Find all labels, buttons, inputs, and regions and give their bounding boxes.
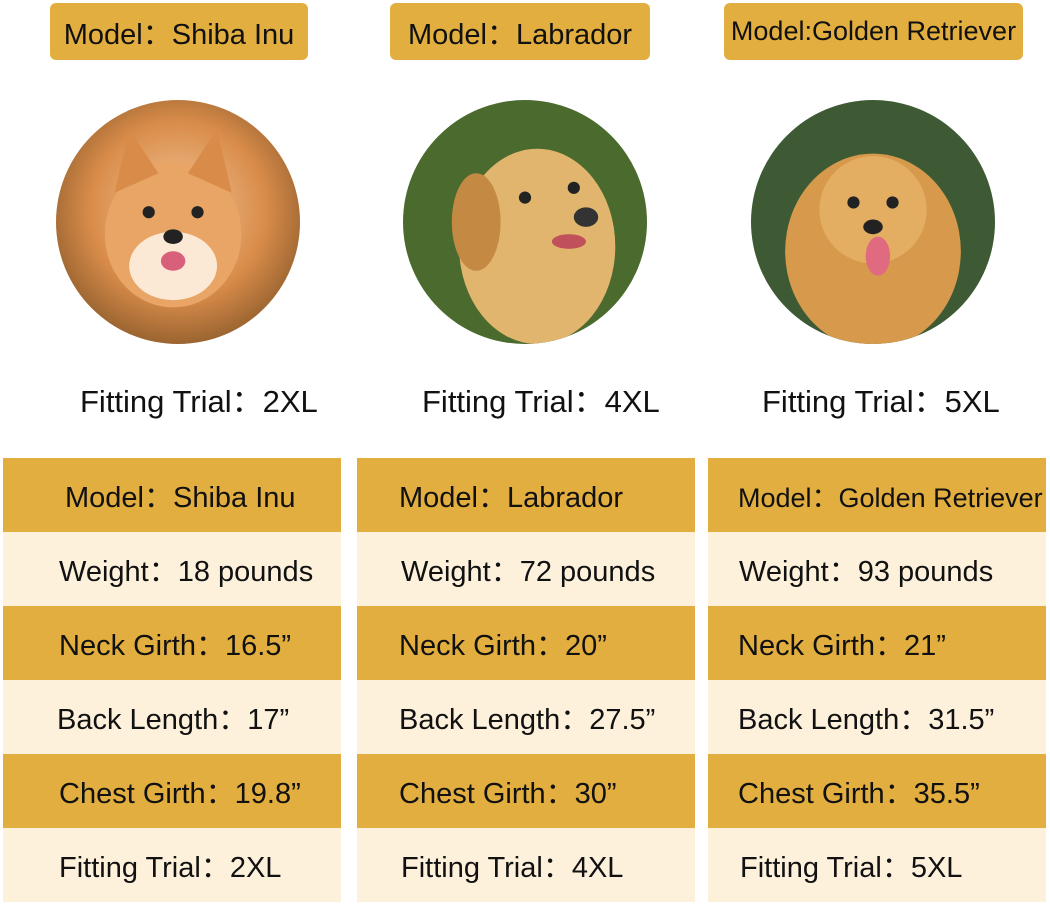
spec-fitting-trial: Fitting Trial：4XL bbox=[357, 828, 695, 902]
spec-chest-girth: Chest Girth：35.5” bbox=[708, 754, 1046, 828]
fitting-trial-shiba: Fitting Trial：2XL bbox=[80, 384, 318, 419]
shiba-inu-photo bbox=[56, 100, 300, 344]
spec-fitting-trial: Fitting Trial：2XL bbox=[3, 828, 341, 902]
spec-chest-girth: Chest Girth：19.8” bbox=[3, 754, 341, 828]
spec-back-length: Back Length：27.5” bbox=[357, 680, 695, 754]
spec-neck-girth: Neck Girth：20” bbox=[357, 606, 695, 680]
fitting-trial-labrador: Fitting Trial：4XL bbox=[422, 384, 660, 419]
model-badge-golden: Model:Golden Retriever bbox=[724, 3, 1023, 60]
spec-table-labrador: Model：Labrador Weight：72 pounds Neck Gir… bbox=[357, 458, 695, 902]
spec-table-golden: Model：Golden Retriever Weight：93 pounds … bbox=[708, 458, 1046, 902]
fitting-trial-golden: Fitting Trial：5XL bbox=[762, 384, 1000, 419]
spec-model: Model：Shiba Inu bbox=[3, 458, 341, 532]
spec-weight: Weight：93 pounds bbox=[708, 532, 1046, 606]
spec-back-length: Back Length：31.5” bbox=[708, 680, 1046, 754]
spec-fitting-trial: Fitting Trial：5XL bbox=[708, 828, 1046, 902]
model-badge-labrador: Model：Labrador bbox=[390, 3, 650, 60]
spec-model: Model：Labrador bbox=[357, 458, 695, 532]
spec-table-shiba: Model：Shiba Inu Weight：18 pounds Neck Gi… bbox=[3, 458, 341, 902]
labrador-photo bbox=[403, 100, 647, 344]
spec-weight: Weight：72 pounds bbox=[357, 532, 695, 606]
spec-neck-girth: Neck Girth：21” bbox=[708, 606, 1046, 680]
spec-neck-girth: Neck Girth：16.5” bbox=[3, 606, 341, 680]
spec-weight: Weight：18 pounds bbox=[3, 532, 341, 606]
spec-back-length: Back Length：17” bbox=[3, 680, 341, 754]
spec-chest-girth: Chest Girth：30” bbox=[357, 754, 695, 828]
golden-retriever-photo bbox=[751, 100, 995, 344]
model-badge-shiba: Model：Shiba Inu bbox=[50, 3, 308, 60]
spec-model: Model：Golden Retriever bbox=[708, 458, 1046, 532]
